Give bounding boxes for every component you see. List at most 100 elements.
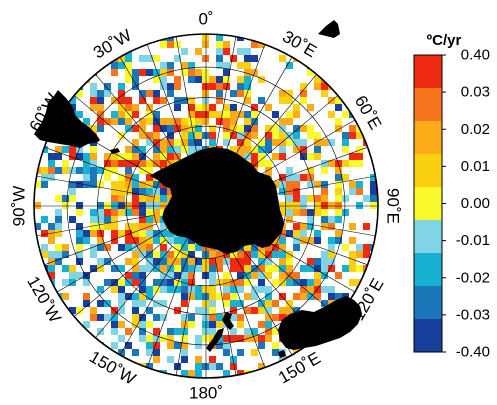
trend-cell [153, 76, 160, 83]
trend-cell [195, 307, 202, 314]
trend-cell [230, 279, 237, 286]
trend-cell [370, 202, 377, 209]
trend-cell [76, 244, 83, 251]
meridian-line [218, 56, 293, 184]
trend-cell [202, 293, 209, 300]
trend-cell [97, 230, 104, 237]
trend-cell [370, 174, 377, 181]
trend-cell [237, 279, 244, 286]
trend-cell [146, 335, 153, 342]
trend-cell [300, 223, 307, 230]
trend-cell [321, 167, 328, 174]
trend-cell [97, 125, 104, 132]
trend-cell [335, 97, 342, 104]
trend-cell [153, 230, 160, 237]
trend-cell [90, 167, 97, 174]
trend-cell [167, 90, 174, 97]
trend-cell [181, 139, 188, 146]
trend-cell [76, 258, 83, 265]
trend-cell [321, 223, 328, 230]
trend-cell [132, 223, 139, 230]
trend-cell [97, 237, 104, 244]
trend-cell [230, 146, 237, 153]
trend-cell [286, 62, 293, 69]
trend-cell [300, 174, 307, 181]
trend-cell [83, 321, 90, 328]
trend-cell [293, 111, 300, 118]
trend-cell [111, 153, 118, 160]
trend-cell [370, 188, 377, 195]
trend-cell [167, 328, 174, 335]
trend-cell [223, 300, 230, 307]
trend-cell [307, 223, 314, 230]
meridian-line [228, 218, 356, 293]
trend-cell [83, 174, 90, 181]
trend-cell [230, 265, 237, 272]
trend-cell [62, 244, 69, 251]
trend-cell [321, 202, 328, 209]
trend-cell [321, 209, 328, 216]
trend-cell [97, 97, 104, 104]
trend-cell [48, 265, 55, 272]
trend-cell [55, 153, 62, 160]
trend-cell [139, 321, 146, 328]
trend-cell [174, 146, 181, 153]
trend-cell [125, 125, 132, 132]
trend-cell [209, 363, 216, 370]
trend-cell [335, 293, 342, 300]
trend-cell [244, 97, 251, 104]
trend-cell [279, 174, 286, 181]
trend-cell [216, 55, 223, 62]
trend-cell [230, 125, 237, 132]
trend-cell [328, 111, 335, 118]
trend-cell [195, 125, 202, 132]
trend-cell [118, 265, 125, 272]
trend-cell [349, 258, 356, 265]
trend-cell [363, 244, 370, 251]
longitude-label: 180˚ [189, 384, 223, 403]
trend-cell [244, 62, 251, 69]
trend-cell [139, 279, 146, 286]
trend-cell [251, 307, 258, 314]
trend-cell [293, 104, 300, 111]
trend-cell [125, 209, 132, 216]
trend-cell [300, 265, 307, 272]
trend-cell [314, 83, 321, 90]
trend-cell [286, 195, 293, 202]
trend-cell [132, 153, 139, 160]
trend-cell [62, 293, 69, 300]
trend-cell [104, 244, 111, 251]
trend-cell [118, 181, 125, 188]
trend-cell [118, 111, 125, 118]
trend-cell [188, 314, 195, 321]
trend-cell [335, 202, 342, 209]
trend-cell [272, 244, 279, 251]
trend-cell [111, 62, 118, 69]
trend-cell [104, 216, 111, 223]
trend-cell [335, 216, 342, 223]
trend-cell [139, 265, 146, 272]
meridian-line [228, 119, 356, 194]
trend-cell [125, 167, 132, 174]
map-border [33, 33, 379, 379]
trend-cell [69, 265, 76, 272]
trend-cell [83, 272, 90, 279]
trend-cell [111, 230, 118, 237]
trend-cell [244, 139, 251, 146]
trend-cell [307, 209, 314, 216]
trend-cell [83, 300, 90, 307]
trend-cell [244, 244, 251, 251]
trend-cell [328, 251, 335, 258]
trend-cell [181, 314, 188, 321]
trend-cell [328, 160, 335, 167]
trend-cell [223, 342, 230, 349]
trend-cell [202, 307, 209, 314]
trend-cell [202, 97, 209, 104]
trend-cell [216, 41, 223, 48]
meridian-line [74, 95, 166, 173]
trend-cell [216, 314, 223, 321]
trend-cell [181, 349, 188, 356]
colorbar-tick-label: -0.02 [456, 269, 490, 286]
trend-cell [118, 97, 125, 104]
meridian-line [119, 56, 194, 184]
